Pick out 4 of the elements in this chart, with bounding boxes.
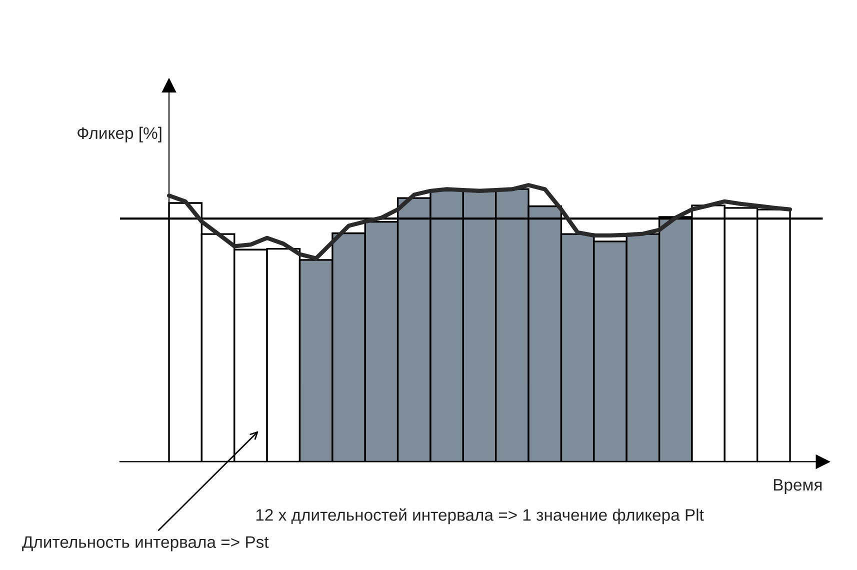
x-axis-title: Время — [774, 479, 822, 494]
text: 12 х длительностей интервала => 1 значение фликера Plt — [256, 508, 704, 524]
text: Длительность интервала => Pst — [22, 536, 269, 552]
y-axis-title: Фликер [%] — [78, 126, 162, 142]
